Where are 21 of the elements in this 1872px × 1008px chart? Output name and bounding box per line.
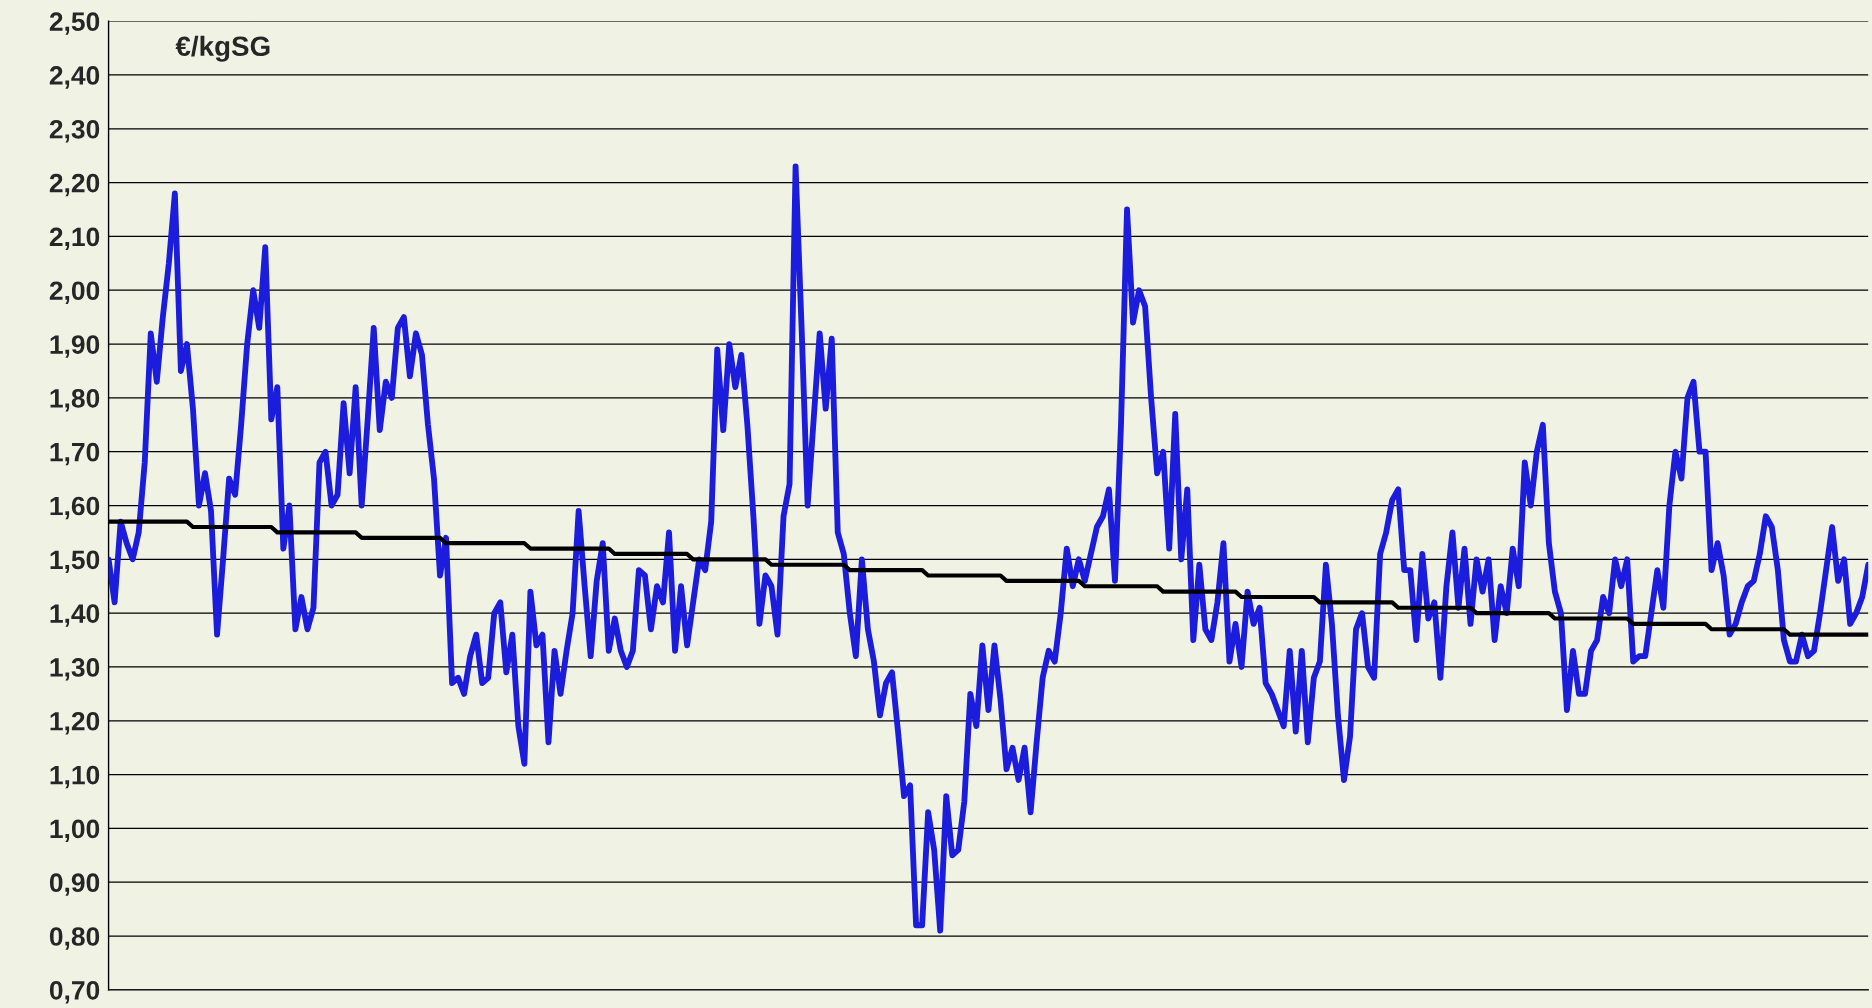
y-tick-label: 1,10 xyxy=(50,765,100,789)
y-tick-label: 2,10 xyxy=(49,227,100,251)
y-tick-label: 1,50 xyxy=(50,550,100,573)
y-tick-label: 2,30 xyxy=(49,119,100,143)
y-tick-label: 1,70 xyxy=(50,442,100,466)
y-tick-label: 0,70 xyxy=(49,980,100,1004)
y-tick-label: 1,00 xyxy=(50,819,100,843)
y-tick-label: 1,60 xyxy=(50,496,100,520)
y-tick-label: 1,30 xyxy=(50,658,100,681)
y-tick-label: 2,20 xyxy=(49,173,100,197)
line-series xyxy=(108,519,1869,637)
y-tick-label: 2,40 xyxy=(49,66,100,89)
y-tick-label: 1,80 xyxy=(50,389,100,412)
y-tick-label: 0,90 xyxy=(49,873,100,896)
y-tick-label: 1,90 xyxy=(50,335,100,358)
annotation: €/kgSG xyxy=(175,35,270,62)
y-tick-label: 1,20 xyxy=(50,711,100,735)
y-tick-label: 2,00 xyxy=(49,281,100,304)
y-tick-label: 0,80 xyxy=(49,927,100,950)
y-tick-label: 2,50 xyxy=(49,12,100,35)
y-tick-label: 1,40 xyxy=(50,604,100,627)
